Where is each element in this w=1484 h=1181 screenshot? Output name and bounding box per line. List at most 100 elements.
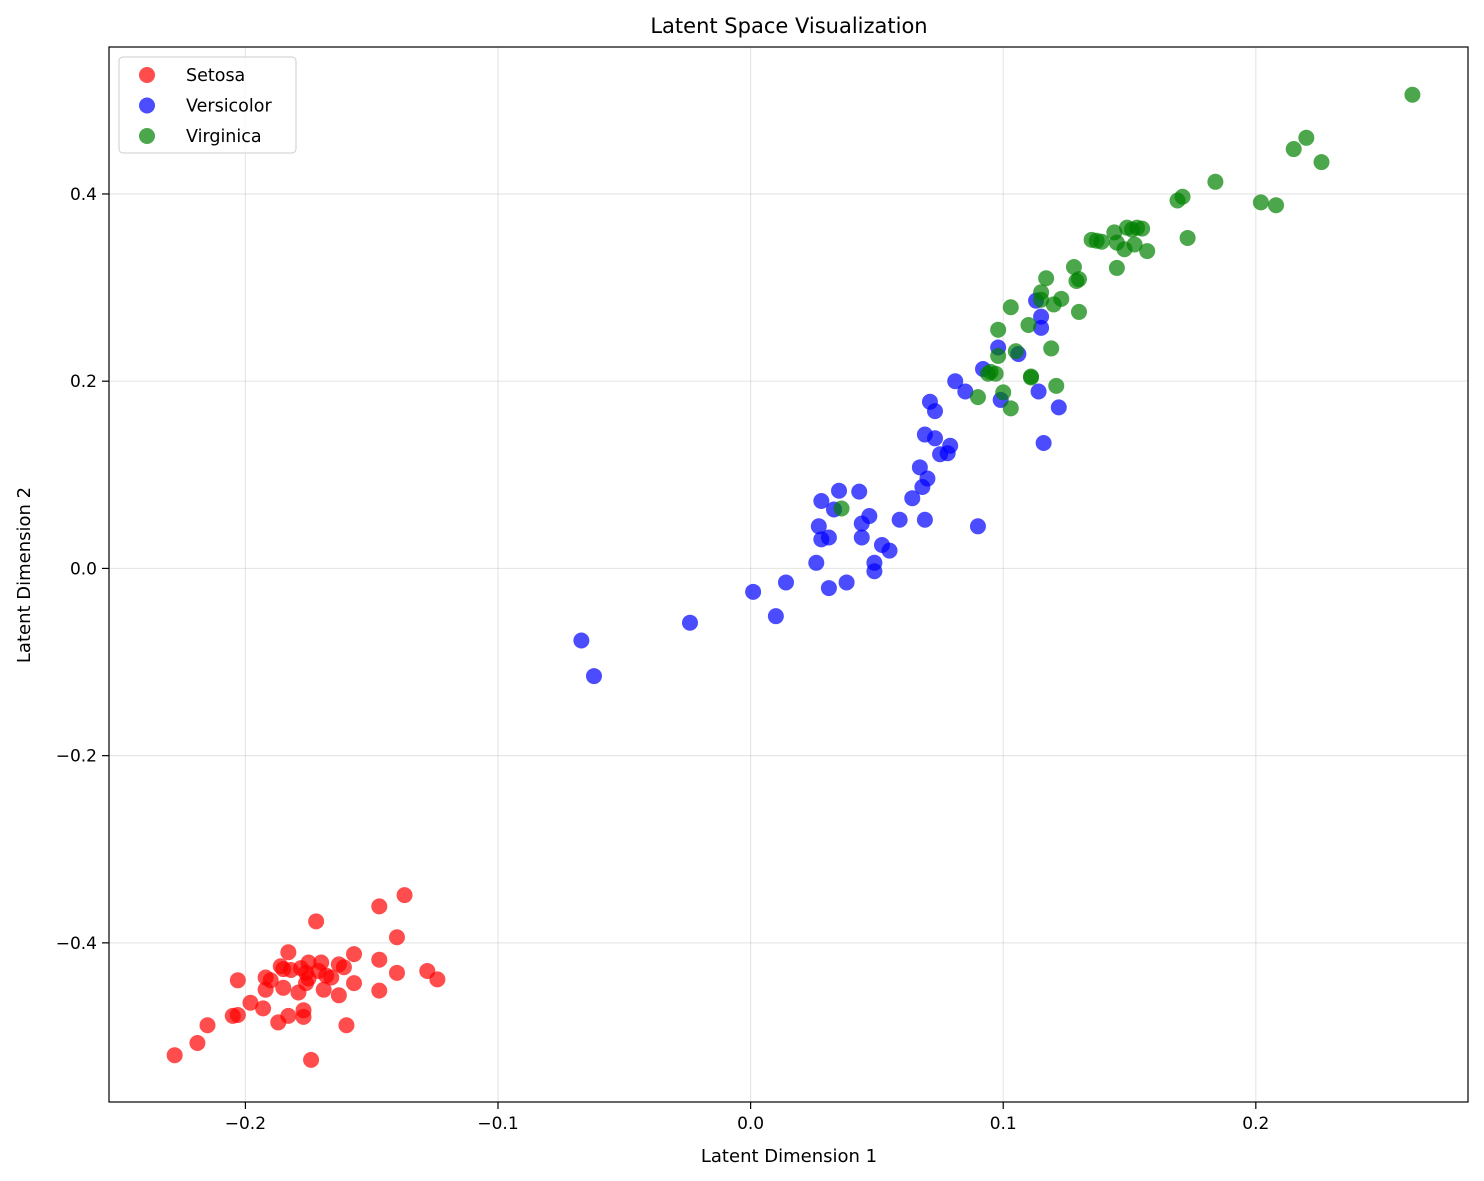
legend-marker-versicolor bbox=[139, 97, 155, 114]
scatter-point-virginica bbox=[1053, 290, 1070, 307]
scatter-point-versicolor bbox=[861, 507, 878, 524]
scatter-point-setosa bbox=[229, 1006, 246, 1023]
scatter-point-versicolor bbox=[891, 511, 908, 528]
scatter-point-virginica bbox=[990, 347, 1007, 364]
scatter-point-versicolor bbox=[838, 574, 855, 591]
scatter-point-setosa bbox=[280, 944, 297, 961]
plot-frame bbox=[108, 46, 1469, 1103]
scatter-point-versicolor bbox=[957, 383, 974, 400]
scatter-point-setosa bbox=[270, 1014, 287, 1031]
scatter-point-versicolor bbox=[853, 529, 870, 546]
scatter-point-virginica bbox=[1207, 173, 1224, 190]
scatter-point-versicolor bbox=[767, 608, 784, 625]
scatter-point-virginica bbox=[969, 389, 986, 406]
scatter-point-versicolor bbox=[585, 668, 602, 685]
scatter-point-setosa bbox=[257, 981, 274, 998]
legend-box bbox=[118, 56, 297, 154]
y-tick-label: 0.4 bbox=[70, 185, 97, 205]
scatter-point-setosa bbox=[255, 1000, 272, 1017]
scatter-point-versicolor bbox=[881, 542, 898, 559]
scatter-point-versicolor bbox=[927, 403, 944, 420]
scatter-point-versicolor bbox=[1030, 383, 1047, 400]
scatter-point-versicolor bbox=[745, 583, 762, 600]
scatter-point-setosa bbox=[371, 898, 388, 915]
scatter-point-setosa bbox=[346, 975, 363, 992]
scatter-point-virginica bbox=[1093, 233, 1110, 250]
scatter-point-virginica bbox=[1022, 368, 1039, 385]
scatter-point-setosa bbox=[303, 1051, 320, 1068]
scatter-point-virginica bbox=[1038, 270, 1055, 287]
scatter-point-setosa bbox=[229, 972, 246, 989]
scatter-point-setosa bbox=[346, 946, 363, 963]
x-axis-label: Latent Dimension 1 bbox=[701, 1146, 877, 1167]
legend-label-setosa: Setosa bbox=[186, 66, 245, 86]
scatter-point-versicolor bbox=[916, 511, 933, 528]
scatter-point-setosa bbox=[338, 1017, 355, 1034]
scatter-point-setosa bbox=[388, 964, 405, 981]
scatter-point-versicolor bbox=[1050, 399, 1067, 416]
scatter-point-virginica bbox=[1043, 340, 1060, 357]
scatter-point-virginica bbox=[1033, 291, 1050, 308]
scatter-point-versicolor bbox=[851, 483, 868, 500]
scatter-point-versicolor bbox=[927, 430, 944, 447]
scatter-point-versicolor bbox=[904, 490, 921, 507]
scatter-point-setosa bbox=[308, 913, 325, 930]
scatter-point-versicolor bbox=[831, 482, 848, 499]
scatter-point-virginica bbox=[1126, 236, 1143, 253]
scatter-point-virginica bbox=[1252, 194, 1269, 211]
scatter-point-versicolor bbox=[820, 529, 837, 546]
scatter-point-versicolor bbox=[919, 470, 936, 487]
scatter-point-virginica bbox=[1065, 258, 1082, 275]
scatter-point-virginica bbox=[990, 321, 1007, 338]
scatter-point-setosa bbox=[371, 951, 388, 968]
x-tick-label: 0.2 bbox=[1242, 1114, 1269, 1134]
scatter-point-setosa bbox=[275, 961, 292, 978]
series-setosa bbox=[166, 887, 446, 1068]
x-tick-label: 0.0 bbox=[737, 1114, 764, 1134]
scatter-point-virginica bbox=[1268, 197, 1285, 214]
scatter-point-setosa bbox=[290, 984, 307, 1001]
x-tick-label: −0.2 bbox=[225, 1114, 266, 1134]
scatter-point-virginica bbox=[995, 384, 1012, 401]
grid bbox=[109, 47, 1468, 1102]
scatter-point-versicolor bbox=[573, 632, 590, 649]
legend-marker-virginica bbox=[139, 128, 155, 144]
scatter-point-virginica bbox=[1313, 154, 1330, 171]
y-tick-label: −0.2 bbox=[56, 747, 97, 767]
scatter-point-versicolor bbox=[681, 614, 698, 631]
scatter-point-setosa bbox=[189, 1035, 206, 1052]
y-axis-label: Latent Dimension 2 bbox=[14, 487, 35, 663]
scatter-point-versicolor bbox=[810, 518, 827, 535]
scatter-point-virginica bbox=[1285, 141, 1302, 158]
scatter-point-setosa bbox=[242, 994, 259, 1011]
scatter-point-versicolor bbox=[911, 459, 928, 476]
scatter-point-virginica bbox=[1048, 377, 1065, 394]
scatter-point-virginica bbox=[980, 365, 997, 382]
scatter-point-virginica bbox=[1139, 243, 1156, 260]
scatter-point-virginica bbox=[1298, 129, 1315, 146]
scatter-point-setosa bbox=[335, 959, 352, 976]
scatter-point-virginica bbox=[1070, 271, 1087, 288]
scatter-point-setosa bbox=[330, 987, 347, 1004]
scatter-point-versicolor bbox=[813, 493, 830, 510]
y-tick-label: −0.4 bbox=[56, 934, 97, 954]
scatter-point-versicolor bbox=[1033, 308, 1050, 325]
scatter-point-versicolor bbox=[777, 574, 794, 591]
scatter-point-virginica bbox=[1404, 86, 1421, 103]
series-versicolor bbox=[573, 292, 1067, 685]
scatter-point-virginica bbox=[1020, 317, 1037, 334]
scatter-point-setosa bbox=[396, 887, 413, 904]
scatter-point-versicolor bbox=[969, 518, 986, 535]
legend-label-versicolor: Versicolor bbox=[186, 97, 272, 117]
scatter-point-versicolor bbox=[1033, 319, 1050, 336]
legend: Setosa Versicolor Virginica bbox=[118, 56, 297, 154]
scatter-point-setosa bbox=[295, 1008, 312, 1025]
scatter-point-virginica bbox=[1002, 400, 1019, 417]
y-tick-label: 0.2 bbox=[70, 372, 97, 392]
scatter-point-versicolor bbox=[947, 373, 964, 390]
scatter-point-setosa bbox=[166, 1047, 183, 1064]
legend-label-virginica: Virginica bbox=[186, 127, 262, 147]
x-tick-label: 0.1 bbox=[990, 1114, 1017, 1134]
